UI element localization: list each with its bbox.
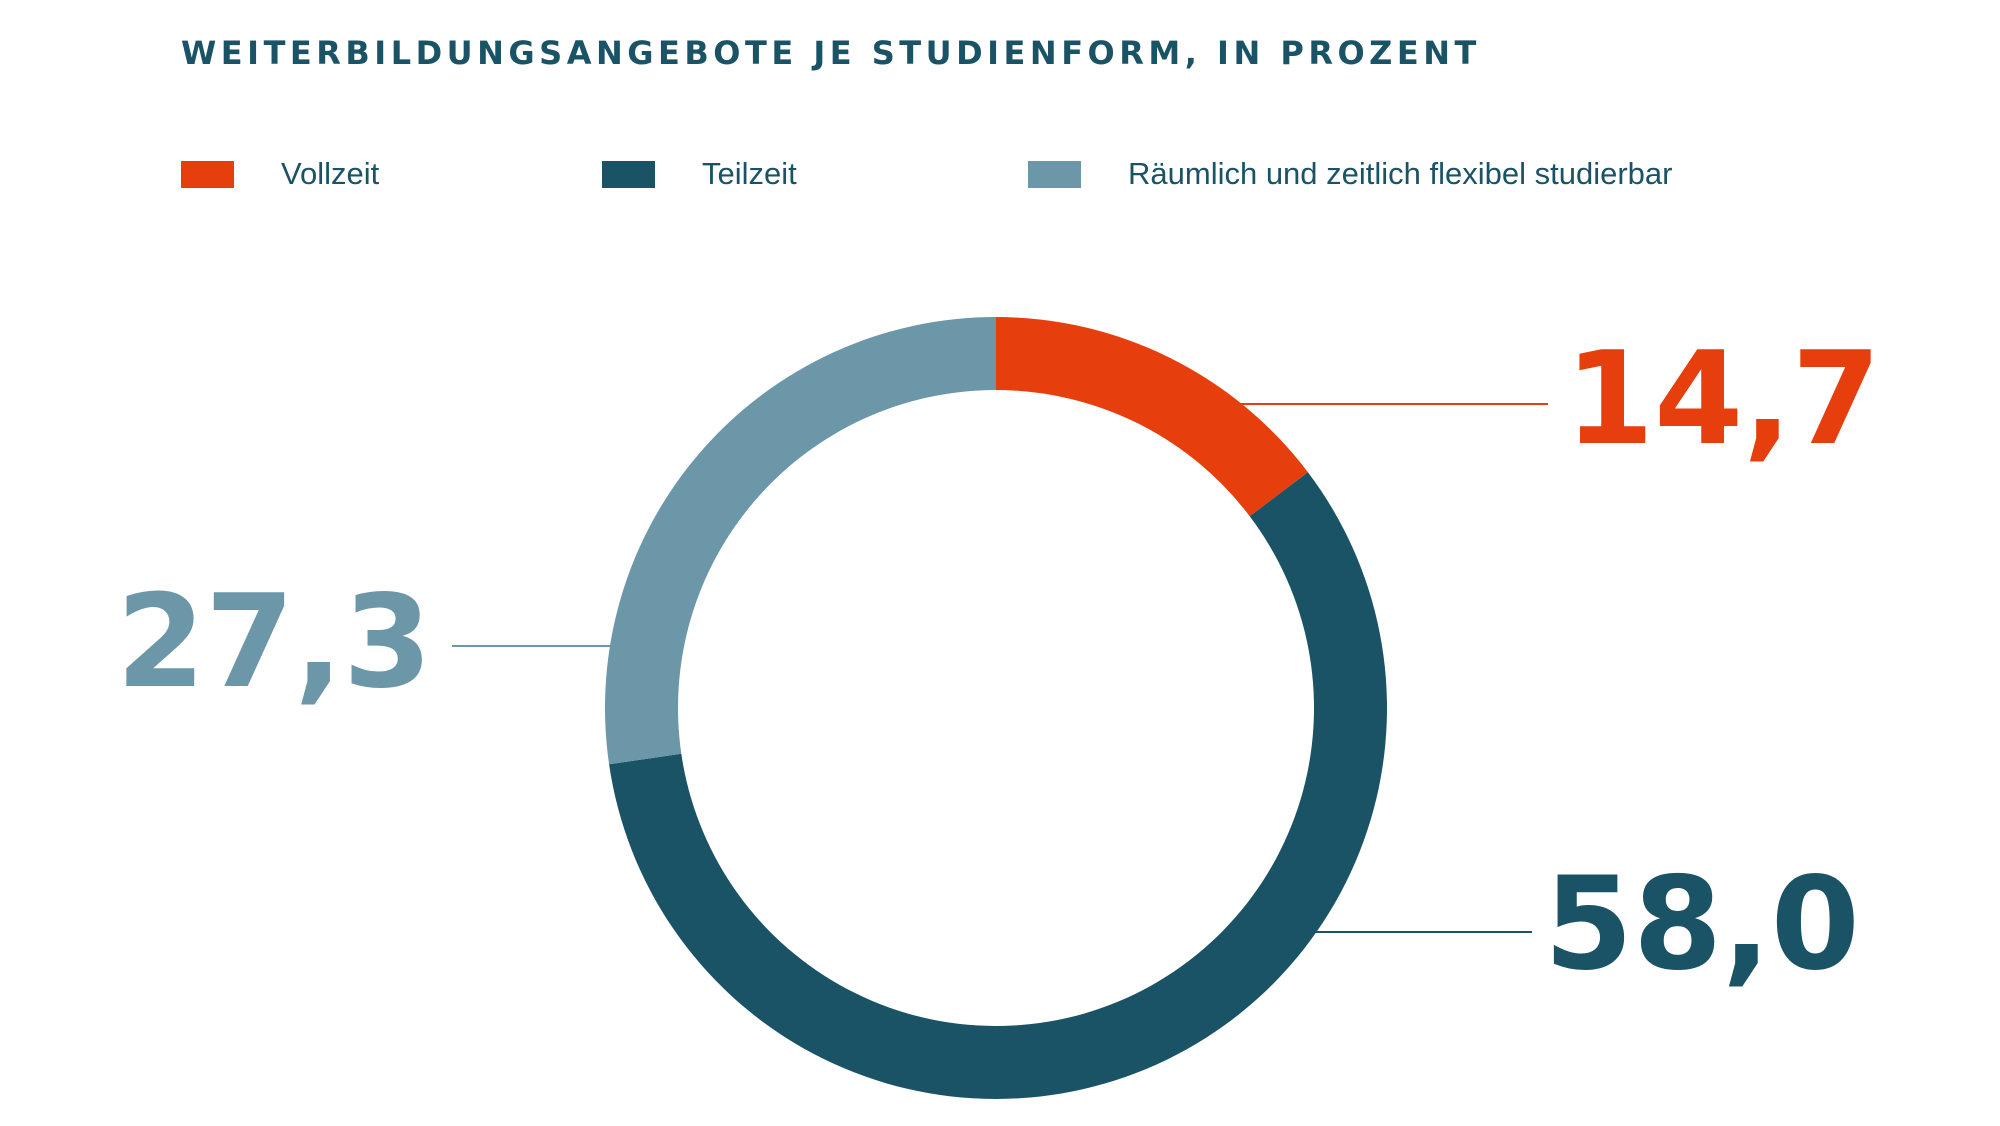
chart-title: WEITERBILDUNGSANGEBOTE JE STUDIENFORM, I… bbox=[181, 34, 1481, 72]
legend-label-flexibel: Räumlich und zeitlich flexibel studierba… bbox=[1128, 156, 1673, 191]
value-label-0: 14,7 bbox=[1565, 325, 1881, 474]
value-label-1: 58,0 bbox=[1544, 850, 1860, 999]
legend-swatch-flexibel bbox=[1028, 160, 1081, 188]
legend-swatch-vollzeit bbox=[181, 160, 234, 188]
legend-item-teilzeit: Teilzeit bbox=[602, 156, 797, 192]
donut-slice-1 bbox=[609, 472, 1387, 1100]
legend-item-vollzeit: Vollzeit bbox=[181, 156, 379, 192]
legend-label-teilzeit: Teilzeit bbox=[702, 156, 797, 191]
donut-slice-2 bbox=[605, 317, 996, 765]
donut-slice-0 bbox=[996, 317, 1308, 517]
legend-label-vollzeit: Vollzeit bbox=[281, 156, 380, 191]
value-label-2: 27,3 bbox=[116, 568, 432, 717]
legend-swatch-teilzeit bbox=[602, 160, 655, 188]
legend-item-flexibel: Räumlich und zeitlich flexibel studierba… bbox=[1028, 156, 1672, 192]
